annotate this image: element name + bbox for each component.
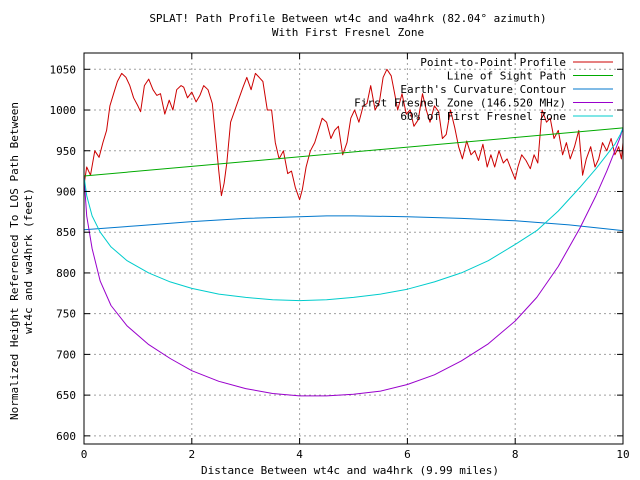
y-tick-label: 600 bbox=[56, 430, 76, 443]
y-axis-label-line1: Normalized Height Referenced To LOS Path… bbox=[8, 102, 21, 420]
y-tick-label: 950 bbox=[56, 145, 76, 158]
y-tick-label: 800 bbox=[56, 267, 76, 280]
y-tick-label: 1000 bbox=[50, 104, 77, 117]
series-line-first-fresnel-zone bbox=[83, 127, 624, 397]
x-tick-label: 8 bbox=[512, 448, 519, 461]
x-tick-label: 2 bbox=[188, 448, 195, 461]
y-axis-label-line2: wt4c and wa4hrk (feet) bbox=[22, 188, 35, 334]
y-tick-label: 750 bbox=[56, 308, 76, 321]
x-tick-label: 4 bbox=[296, 448, 303, 461]
legend-label-sixty-percent-fresnel-zone: 60% of First Fresnel Zone bbox=[400, 110, 566, 123]
x-tick-label: 10 bbox=[616, 448, 629, 461]
chart-title: SPLAT! Path Profile Between wt4c and wa4… bbox=[149, 12, 546, 25]
legend-label-first-fresnel-zone: First Fresnel Zone (146.520 MHz) bbox=[354, 97, 566, 110]
plot-frame bbox=[83, 52, 624, 445]
legend-label-earth-curvature-contour: Earth's Curvature Contour bbox=[400, 83, 566, 96]
x-tick-label: 6 bbox=[404, 448, 411, 461]
y-tick-label: 700 bbox=[56, 348, 76, 361]
series-line-point-to-point-profile bbox=[83, 68, 624, 201]
legend-label-line-of-sight-path: Line of Sight Path bbox=[447, 70, 566, 83]
y-tick-label: 850 bbox=[56, 226, 76, 239]
axis-ticks: 600 650 700 750 800 850 900 950 1000 1050 0 2 4 6 8 10 bbox=[50, 53, 630, 461]
x-tick-label: 0 bbox=[81, 448, 88, 461]
y-tick-label: 900 bbox=[56, 185, 76, 198]
series-line-earth-curvature-contour bbox=[83, 215, 624, 232]
y-tick-label: 650 bbox=[56, 389, 76, 402]
legend-label-point-to-point-profile: Point-to-Point Profile bbox=[420, 56, 566, 69]
chart-subtitle: With First Fresnel Zone bbox=[272, 26, 424, 39]
series-lines bbox=[83, 68, 624, 397]
x-axis-label: Distance Between wt4c and wa4hrk (9.99 m… bbox=[201, 464, 499, 477]
series-line-line-of-sight-path bbox=[83, 127, 624, 177]
series-line-sixty-percent-fresnel-zone bbox=[83, 127, 624, 302]
y-tick-label: 1050 bbox=[50, 63, 77, 76]
